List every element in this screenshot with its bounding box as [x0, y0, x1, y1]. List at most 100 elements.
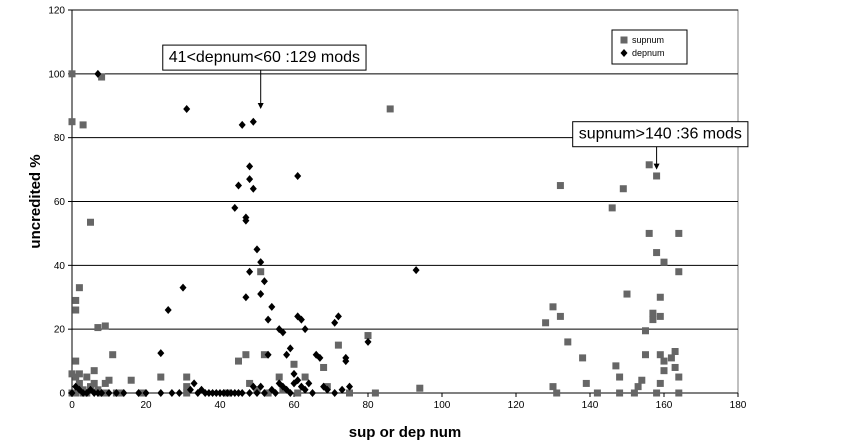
- depnum-point: [264, 315, 272, 324]
- depnum-point: [246, 175, 254, 184]
- annotation-callout: supnum>140 :36 mods: [572, 121, 749, 170]
- supnum-point: [371, 389, 379, 397]
- supnum-point: [301, 373, 309, 381]
- data-points: [68, 69, 683, 397]
- depnum-point: [94, 69, 102, 78]
- supnum-point: [105, 376, 113, 384]
- supnum-point: [593, 389, 601, 397]
- supnum-point: [79, 121, 87, 129]
- x-tick-label: 40: [214, 400, 226, 411]
- depnum-point: [323, 385, 331, 394]
- depnum-point: [290, 369, 298, 378]
- supnum-point: [94, 324, 102, 332]
- depnum-point: [212, 389, 220, 397]
- depnum-point: [286, 344, 294, 353]
- supnum-point: [127, 376, 135, 384]
- depnum-point: [157, 349, 165, 358]
- supnum-point: [294, 389, 302, 397]
- legend-marker-supnum: [620, 36, 628, 44]
- depnum-point: [227, 389, 235, 397]
- depnum-point: [249, 184, 257, 193]
- arrow-head: [257, 102, 264, 109]
- supnum-point: [556, 182, 564, 190]
- supnum-point: [675, 389, 683, 397]
- depnum-point: [253, 245, 261, 254]
- supnum-point: [667, 354, 675, 362]
- depnum-point: [98, 389, 106, 397]
- legend-box: [611, 29, 688, 65]
- depnum-point: [190, 379, 198, 388]
- legend: supnum depnum: [611, 29, 688, 65]
- x-tick-label: 140: [582, 400, 599, 411]
- supnum-point: [275, 373, 283, 381]
- legend-marker-depnum: [620, 49, 628, 57]
- supnum-point: [334, 341, 342, 349]
- supnum-point: [87, 218, 94, 226]
- depnum-point: [301, 325, 309, 334]
- supnum-point: [260, 351, 268, 359]
- supnum-point: [638, 376, 646, 384]
- supnum-point: [656, 293, 664, 301]
- supnum-point: [183, 383, 191, 391]
- depnum-point: [216, 389, 224, 397]
- depnum-point: [157, 389, 165, 397]
- depnum-point: [231, 203, 239, 212]
- supnum-point: [264, 389, 272, 397]
- depnum-point: [338, 385, 346, 394]
- depnum-point: [334, 312, 342, 321]
- supnum-point: [656, 379, 664, 387]
- y-axis-title: uncredited %: [27, 154, 44, 248]
- supnum-point: [653, 172, 661, 180]
- depnum-point: [235, 181, 242, 190]
- supnum-point: [90, 379, 98, 387]
- supnum-point: [290, 360, 298, 368]
- supnum-point: [386, 105, 394, 113]
- supnum-point: [75, 379, 83, 387]
- depnum-point: [257, 290, 265, 299]
- depnum-point: [238, 120, 246, 129]
- x-tick-label: 0: [69, 400, 75, 411]
- supnum-point: [183, 389, 191, 397]
- supnum-point: [68, 70, 76, 78]
- supnum-point: [649, 309, 657, 317]
- depnum-point: [268, 302, 276, 311]
- supnum-point: [90, 367, 98, 375]
- supnum-point: [582, 379, 590, 387]
- supnum-point: [619, 185, 627, 193]
- depnum-point: [260, 389, 268, 397]
- supnum-point: [553, 389, 561, 397]
- x-tick-label: 20: [140, 400, 152, 411]
- depnum-point: [142, 389, 150, 397]
- supnum-point: [246, 379, 254, 387]
- supnum-point: [656, 351, 664, 359]
- depnum-point: [342, 353, 350, 362]
- y-tick-label: 0: [59, 389, 65, 400]
- supnum-point: [72, 389, 80, 397]
- supnum-point: [75, 370, 83, 378]
- supnum-point: [675, 268, 683, 276]
- series-supnum: [68, 70, 683, 397]
- series-depnum: [68, 69, 420, 397]
- depnum-point: [231, 389, 239, 397]
- x-tick-label: 160: [656, 400, 673, 411]
- depnum-point: [183, 104, 191, 113]
- supnum-point: [642, 327, 649, 335]
- supnum-point: [542, 319, 550, 327]
- supnum-point: [101, 389, 109, 397]
- supnum-point: [642, 351, 649, 359]
- x-axis-title: sup or dep num: [349, 424, 462, 441]
- depnum-point: [253, 389, 261, 397]
- supnum-point: [68, 370, 76, 378]
- y-tick-label: 20: [54, 325, 66, 336]
- depnum-point: [309, 389, 316, 397]
- supnum-point: [68, 118, 76, 126]
- supnum-point: [634, 383, 642, 391]
- supnum-point: [364, 332, 372, 340]
- supnum-point: [630, 389, 638, 397]
- x-tick-label: 120: [508, 400, 525, 411]
- depnum-point: [257, 382, 265, 391]
- supnum-point: [257, 268, 265, 276]
- legend-label-depnum: depnum: [632, 48, 665, 58]
- depnum-point: [135, 389, 143, 397]
